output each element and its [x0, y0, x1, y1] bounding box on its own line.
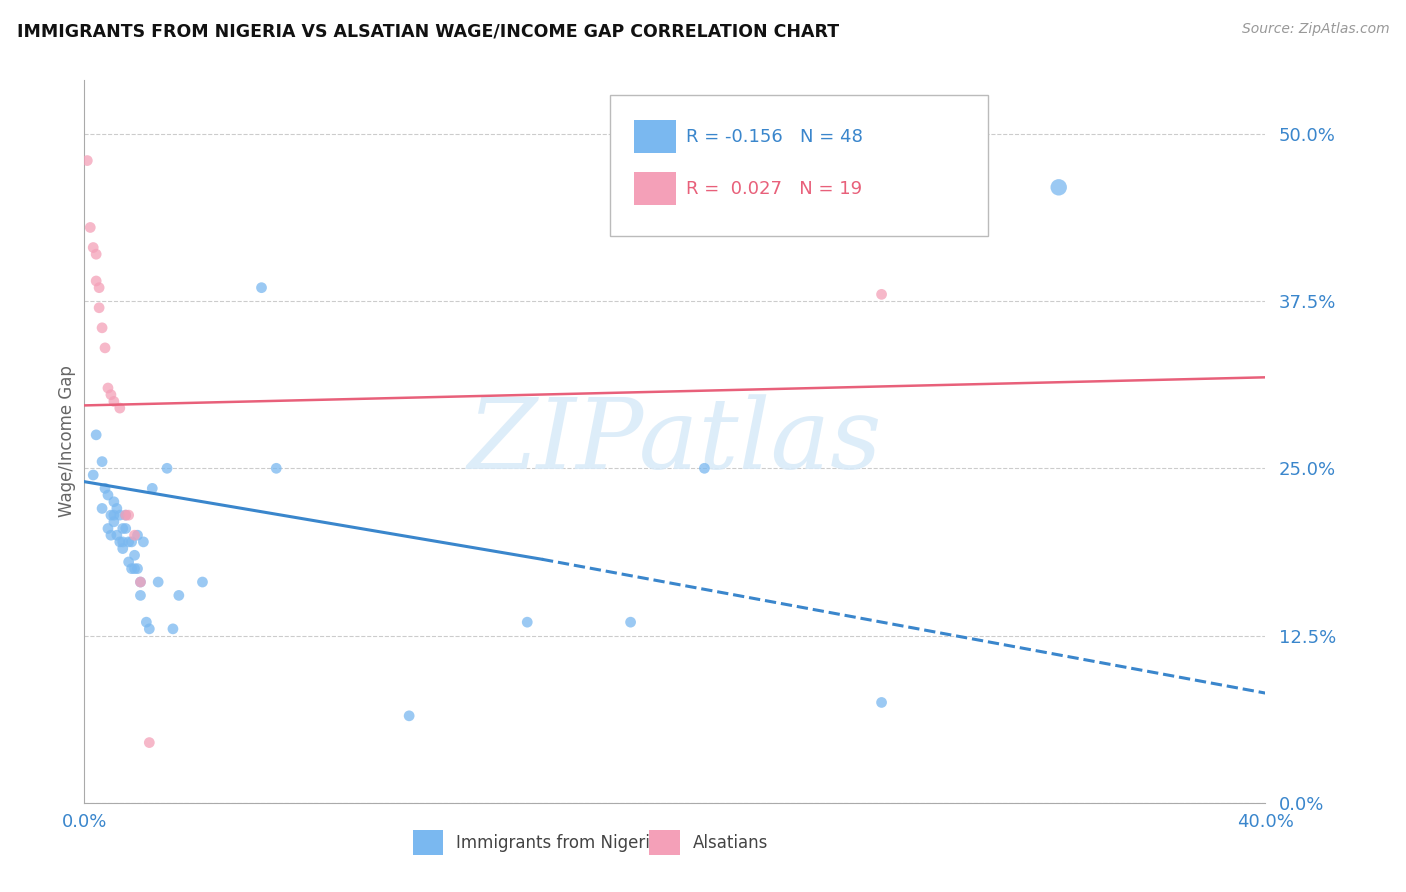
- Text: Alsatians: Alsatians: [693, 833, 768, 852]
- Point: [100, 387, 122, 401]
- Point: [87, 281, 111, 295]
- Point: [124, 548, 146, 563]
- Point: [250, 281, 273, 295]
- Point: [620, 615, 643, 630]
- Point: [114, 508, 136, 523]
- Point: [129, 575, 152, 590]
- FancyBboxPatch shape: [610, 95, 988, 235]
- Point: [148, 575, 170, 590]
- Text: ZIPatlas: ZIPatlas: [468, 394, 882, 489]
- Point: [398, 708, 420, 723]
- Point: [191, 575, 214, 590]
- Point: [138, 735, 160, 749]
- Point: [516, 615, 538, 630]
- Point: [124, 562, 146, 576]
- Point: [870, 287, 893, 301]
- Point: [97, 488, 120, 502]
- Point: [94, 482, 117, 496]
- Point: [97, 521, 120, 535]
- Point: [114, 521, 136, 535]
- Point: [108, 401, 131, 416]
- FancyBboxPatch shape: [634, 120, 676, 153]
- Point: [118, 555, 141, 569]
- Point: [141, 482, 163, 496]
- Point: [129, 575, 152, 590]
- Point: [121, 562, 143, 576]
- Point: [118, 508, 141, 523]
- Point: [127, 562, 149, 576]
- Point: [100, 508, 122, 523]
- Text: R =  0.027   N = 19: R = 0.027 N = 19: [686, 179, 862, 198]
- Point: [79, 220, 101, 235]
- FancyBboxPatch shape: [634, 172, 676, 205]
- Point: [124, 528, 146, 542]
- Text: Source: ZipAtlas.com: Source: ZipAtlas.com: [1241, 22, 1389, 37]
- Text: Immigrants from Nigeria: Immigrants from Nigeria: [457, 833, 661, 852]
- Point: [82, 467, 104, 482]
- Y-axis label: Wage/Income Gap: Wage/Income Gap: [58, 366, 76, 517]
- Point: [103, 515, 125, 529]
- Point: [111, 534, 134, 549]
- Point: [103, 508, 125, 523]
- Point: [108, 534, 131, 549]
- Point: [97, 381, 120, 395]
- Point: [156, 461, 179, 475]
- Point: [82, 241, 104, 255]
- Point: [118, 534, 141, 549]
- Point: [266, 461, 288, 475]
- Point: [103, 394, 125, 409]
- Point: [111, 521, 134, 535]
- Point: [103, 494, 125, 508]
- Point: [84, 274, 107, 288]
- Point: [693, 461, 716, 475]
- Point: [121, 534, 143, 549]
- Point: [105, 501, 128, 516]
- Point: [94, 341, 117, 355]
- Point: [76, 153, 98, 168]
- Point: [91, 455, 114, 469]
- Point: [105, 528, 128, 542]
- Point: [129, 589, 152, 603]
- Point: [91, 501, 114, 516]
- Point: [135, 615, 157, 630]
- Point: [870, 696, 893, 710]
- Point: [91, 321, 114, 335]
- Point: [132, 534, 155, 549]
- Point: [127, 528, 149, 542]
- Point: [167, 589, 190, 603]
- Point: [1047, 180, 1070, 194]
- Point: [162, 622, 184, 636]
- Point: [138, 622, 160, 636]
- Point: [100, 528, 122, 542]
- Point: [114, 508, 136, 523]
- FancyBboxPatch shape: [650, 830, 679, 855]
- Text: R = -0.156   N = 48: R = -0.156 N = 48: [686, 128, 862, 145]
- Text: IMMIGRANTS FROM NIGERIA VS ALSATIAN WAGE/INCOME GAP CORRELATION CHART: IMMIGRANTS FROM NIGERIA VS ALSATIAN WAGE…: [17, 22, 839, 40]
- FancyBboxPatch shape: [413, 830, 443, 855]
- Point: [111, 541, 134, 556]
- Point: [108, 508, 131, 523]
- Point: [84, 247, 107, 261]
- Point: [84, 427, 107, 442]
- Point: [87, 301, 111, 315]
